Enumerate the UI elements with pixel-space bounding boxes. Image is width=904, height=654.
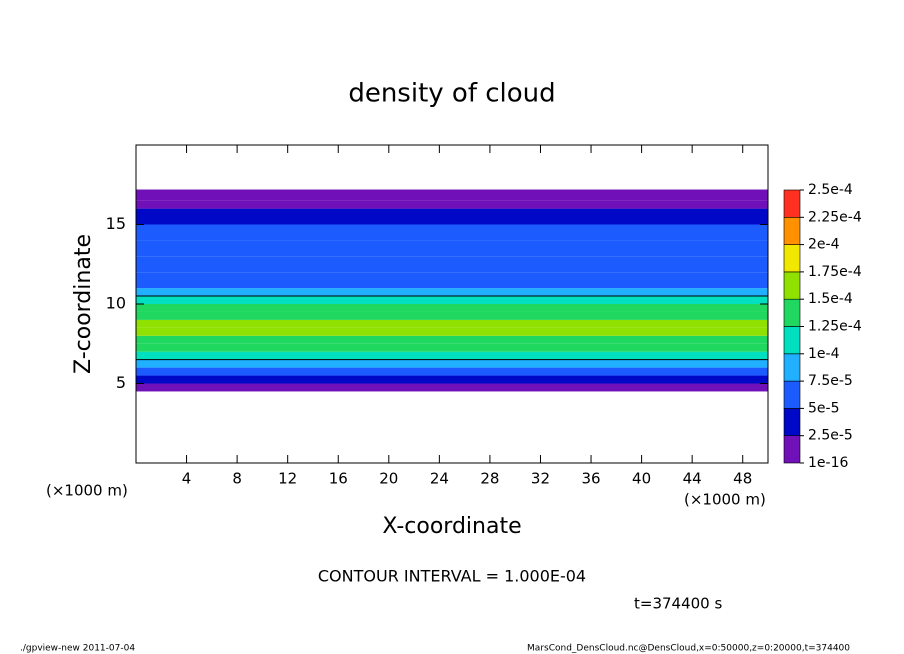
colorbar-label: 1.25e-4 xyxy=(808,319,862,335)
x-tick-label: 4 xyxy=(182,470,192,488)
colorbar-label: 2.5e-5 xyxy=(808,428,853,444)
y-tick-label: 5 xyxy=(116,373,126,392)
x-tick-label: 36 xyxy=(581,470,600,488)
x-unit: (×1000 m) xyxy=(684,491,766,509)
density-band xyxy=(136,319,768,328)
colorbar-box xyxy=(783,408,801,436)
density-band xyxy=(136,383,768,392)
density-band xyxy=(136,351,768,360)
colorbar-box xyxy=(783,271,801,300)
density-band xyxy=(136,208,768,225)
density-band xyxy=(136,240,768,257)
colorbar-label: 5e-5 xyxy=(808,400,839,416)
time-note: t=374400 s xyxy=(634,595,722,613)
footer: MarsCond_DensCloud.nc@DensCloud,x=0:5000… xyxy=(527,644,850,654)
x-tick-label: 16 xyxy=(329,470,348,488)
density-band xyxy=(136,311,768,320)
colorbar-box xyxy=(783,189,801,218)
density-band xyxy=(136,327,768,336)
colorbar-label: 1.75e-4 xyxy=(808,264,862,280)
density-band xyxy=(136,189,768,201)
density-band xyxy=(136,200,768,209)
contour-note: CONTOUR INTERVAL = 1.000E-04 xyxy=(318,567,586,586)
density-band xyxy=(136,256,768,273)
x-axis-label: X-coordinate xyxy=(382,514,521,539)
colorbar-label: 2e-4 xyxy=(808,237,840,253)
x-tick-label: 40 xyxy=(632,470,651,488)
x-tick-label: 24 xyxy=(430,470,449,488)
density-band xyxy=(136,367,768,376)
x-tick-label: 44 xyxy=(683,470,702,488)
footer: ./gpview-new 2011-07-04 xyxy=(20,644,135,654)
density-band xyxy=(136,304,768,312)
colorbar-label: 2.5e-4 xyxy=(808,182,853,198)
colorbar-box xyxy=(783,244,801,273)
density-band xyxy=(136,272,768,289)
colorbar-label: 1.5e-4 xyxy=(808,291,853,307)
colorbar-label: 2.25e-4 xyxy=(808,209,862,225)
y-tick-label: 15 xyxy=(106,214,126,233)
colorbar-box xyxy=(783,217,801,245)
density-band xyxy=(136,343,768,352)
colorbar-label: 7.5e-5 xyxy=(808,373,853,389)
density-band xyxy=(136,359,768,368)
y-axis-label: Z-coordinate xyxy=(71,234,96,374)
x-unit: (×1000 m) xyxy=(46,482,128,500)
x-tick-label: 28 xyxy=(480,470,499,488)
colorbar-box xyxy=(783,326,801,355)
density-band xyxy=(136,224,768,241)
density-band xyxy=(136,288,768,297)
y-tick-label: 10 xyxy=(106,294,126,313)
density-band xyxy=(136,335,768,344)
colorbar-label: 1e-4 xyxy=(808,346,840,362)
x-tick-label: 8 xyxy=(232,470,242,488)
colorbar-box xyxy=(783,380,801,409)
density-band xyxy=(136,375,768,384)
colorbar-box xyxy=(783,353,801,382)
chart-title: density of cloud xyxy=(348,79,555,109)
x-tick-label: 48 xyxy=(733,470,752,488)
colorbar-box xyxy=(783,298,801,327)
x-tick-label: 12 xyxy=(278,470,297,488)
x-tick-label: 32 xyxy=(531,470,550,488)
colorbar-box xyxy=(783,435,801,464)
colorbar-label: 1e-16 xyxy=(808,455,848,471)
density-band xyxy=(136,296,768,304)
x-tick-label: 20 xyxy=(379,470,398,488)
